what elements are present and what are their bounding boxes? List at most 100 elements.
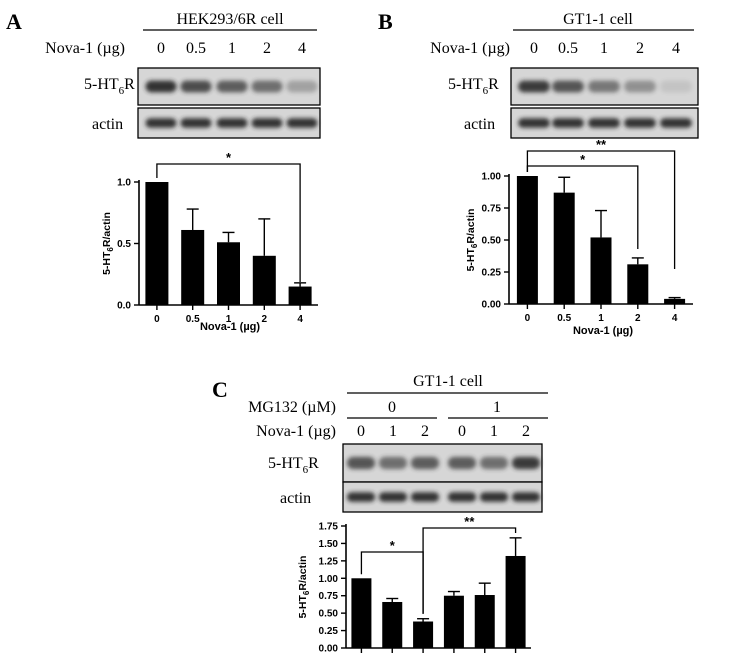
x-axis-label: Nova-1 (µg) — [200, 321, 260, 333]
y-tick-label: 0.50 — [319, 609, 339, 620]
blot-band — [479, 456, 509, 470]
y-tick-label: 0.75 — [319, 591, 339, 602]
blot-label: 5-HT6R — [448, 76, 499, 97]
bar — [664, 298, 686, 304]
bar — [590, 237, 612, 304]
blot-band — [378, 456, 408, 470]
y-axis-label-main: 5-HT — [465, 247, 477, 271]
lane-label: 0 — [530, 40, 538, 57]
panel-a: A HEK293/6R cell Nova-1 (µg) 0 0.5 1 2 4… — [6, 9, 321, 333]
blot-band — [479, 492, 509, 502]
lane-label: 4 — [298, 40, 306, 57]
lane-label: 0 — [458, 423, 466, 440]
bar-chart: 0.00 0.25 0.50 0.75 1.00 5-HT6R/actin 0 0.5 1 2 4 N… — [465, 137, 693, 337]
blot-band — [588, 80, 620, 93]
blot-band — [180, 118, 212, 128]
significance-label: ** — [596, 137, 607, 152]
blot-band — [511, 492, 541, 502]
blot-label-main: 5-HT — [268, 455, 303, 472]
significance-label: * — [580, 152, 586, 167]
x-tick-label: 0 — [154, 314, 160, 325]
y-tick-label: 0.25 — [482, 268, 502, 279]
bar-chart: 0.00 0.25 0.50 0.75 1.00 1.25 1.50 1.75 5-HT6R/a… — [297, 514, 531, 655]
blot-band — [660, 80, 692, 93]
blot-label-main: 5-HT — [448, 76, 483, 93]
y-axis-label-main: 5-HT — [297, 594, 309, 618]
significance-bracket — [526, 165, 639, 249]
western-blot-actin — [342, 481, 543, 513]
y-axis-label-sub: 6 — [470, 243, 479, 248]
panel-b: B GT1-1 cell Nova-1 (µg) 0 0.5 1 2 4 5-H… — [378, 9, 699, 337]
blot-label-sub: 6 — [483, 85, 489, 97]
x-tick-label: 2 — [262, 314, 268, 325]
y-axis-label: 5-HT6R/actin — [297, 556, 311, 619]
bar — [217, 242, 240, 305]
lane-label: 2 — [421, 423, 429, 440]
significance-label: * — [226, 150, 232, 165]
blot-band — [624, 80, 656, 93]
western-blot-actin — [137, 107, 321, 139]
blot-band — [552, 118, 584, 128]
y-tick-label: 0.50 — [482, 236, 502, 247]
group-value: 0 — [388, 399, 396, 416]
bar — [474, 595, 495, 648]
blot-band — [447, 492, 477, 502]
blot-band — [447, 456, 477, 470]
bar — [553, 192, 575, 304]
western-blot-actin — [510, 107, 699, 139]
blot-band — [518, 118, 550, 128]
cell-label: HEK293/6R cell — [176, 11, 284, 28]
blot-band — [378, 492, 408, 502]
x-tick-label: 4 — [672, 313, 678, 324]
significance-label: ** — [464, 514, 475, 529]
blot-band — [346, 492, 376, 502]
blot-label-tail: R — [308, 455, 319, 472]
blot-band — [518, 80, 550, 93]
lane-label: 4 — [672, 40, 680, 57]
lane-label: 2 — [263, 40, 271, 57]
blot-band — [216, 118, 248, 128]
svg-text:5-HT6R: 5-HT6R — [84, 76, 135, 97]
blot-label-tail: R — [124, 76, 135, 93]
lane-label: 0.5 — [186, 40, 206, 57]
y-axis-label: 5-HT6R/actin — [101, 212, 115, 275]
y-tick-label: 0.00 — [482, 300, 502, 311]
blot-band — [251, 118, 283, 128]
y-tick-label: 0.5 — [117, 239, 131, 250]
panel-letter: C — [212, 377, 228, 402]
y-axis-label: 5-HT6R/actin — [465, 209, 479, 272]
blot-band — [216, 80, 248, 93]
panel-letter: B — [378, 9, 393, 34]
lane-label: 2 — [636, 40, 644, 57]
lane-label: 1 — [389, 423, 397, 440]
lane-labels: 0 0.5 1 2 4 — [157, 40, 306, 57]
blot-band — [660, 118, 692, 128]
bar — [288, 286, 312, 305]
group-label: MG132 (µM) — [248, 399, 336, 416]
lane-label: 2 — [522, 423, 530, 440]
significance-bracket — [156, 163, 301, 282]
y-tick-label: 1.00 — [482, 172, 502, 183]
western-blot-5ht6r — [510, 67, 699, 106]
x-tick-label: 0.5 — [186, 314, 200, 325]
y-axis-label-main: 5-HT — [101, 251, 113, 275]
bar — [351, 578, 372, 648]
blot-label: actin — [92, 116, 123, 133]
significance-label: * — [390, 538, 396, 553]
y-axis-label-sub: 6 — [106, 247, 115, 252]
y-tick-label: 0.75 — [482, 204, 502, 215]
lane-label: 0 — [157, 40, 165, 57]
western-blot-5ht6r — [342, 443, 543, 483]
blot-label-tail: R — [488, 76, 499, 93]
bar — [505, 555, 526, 648]
y-tick-label: 1.0 — [117, 178, 131, 189]
treatment-label: Nova-1 (µg) — [256, 423, 336, 440]
bar — [382, 601, 403, 648]
y-tick-label: 0.25 — [319, 626, 339, 637]
lane-label: 1 — [600, 40, 608, 57]
blot-band — [588, 118, 620, 128]
blot-band — [145, 80, 177, 93]
x-tick-label: 2 — [635, 313, 641, 324]
y-axis-label-tail: R/actin — [465, 209, 477, 244]
bar — [443, 595, 464, 648]
